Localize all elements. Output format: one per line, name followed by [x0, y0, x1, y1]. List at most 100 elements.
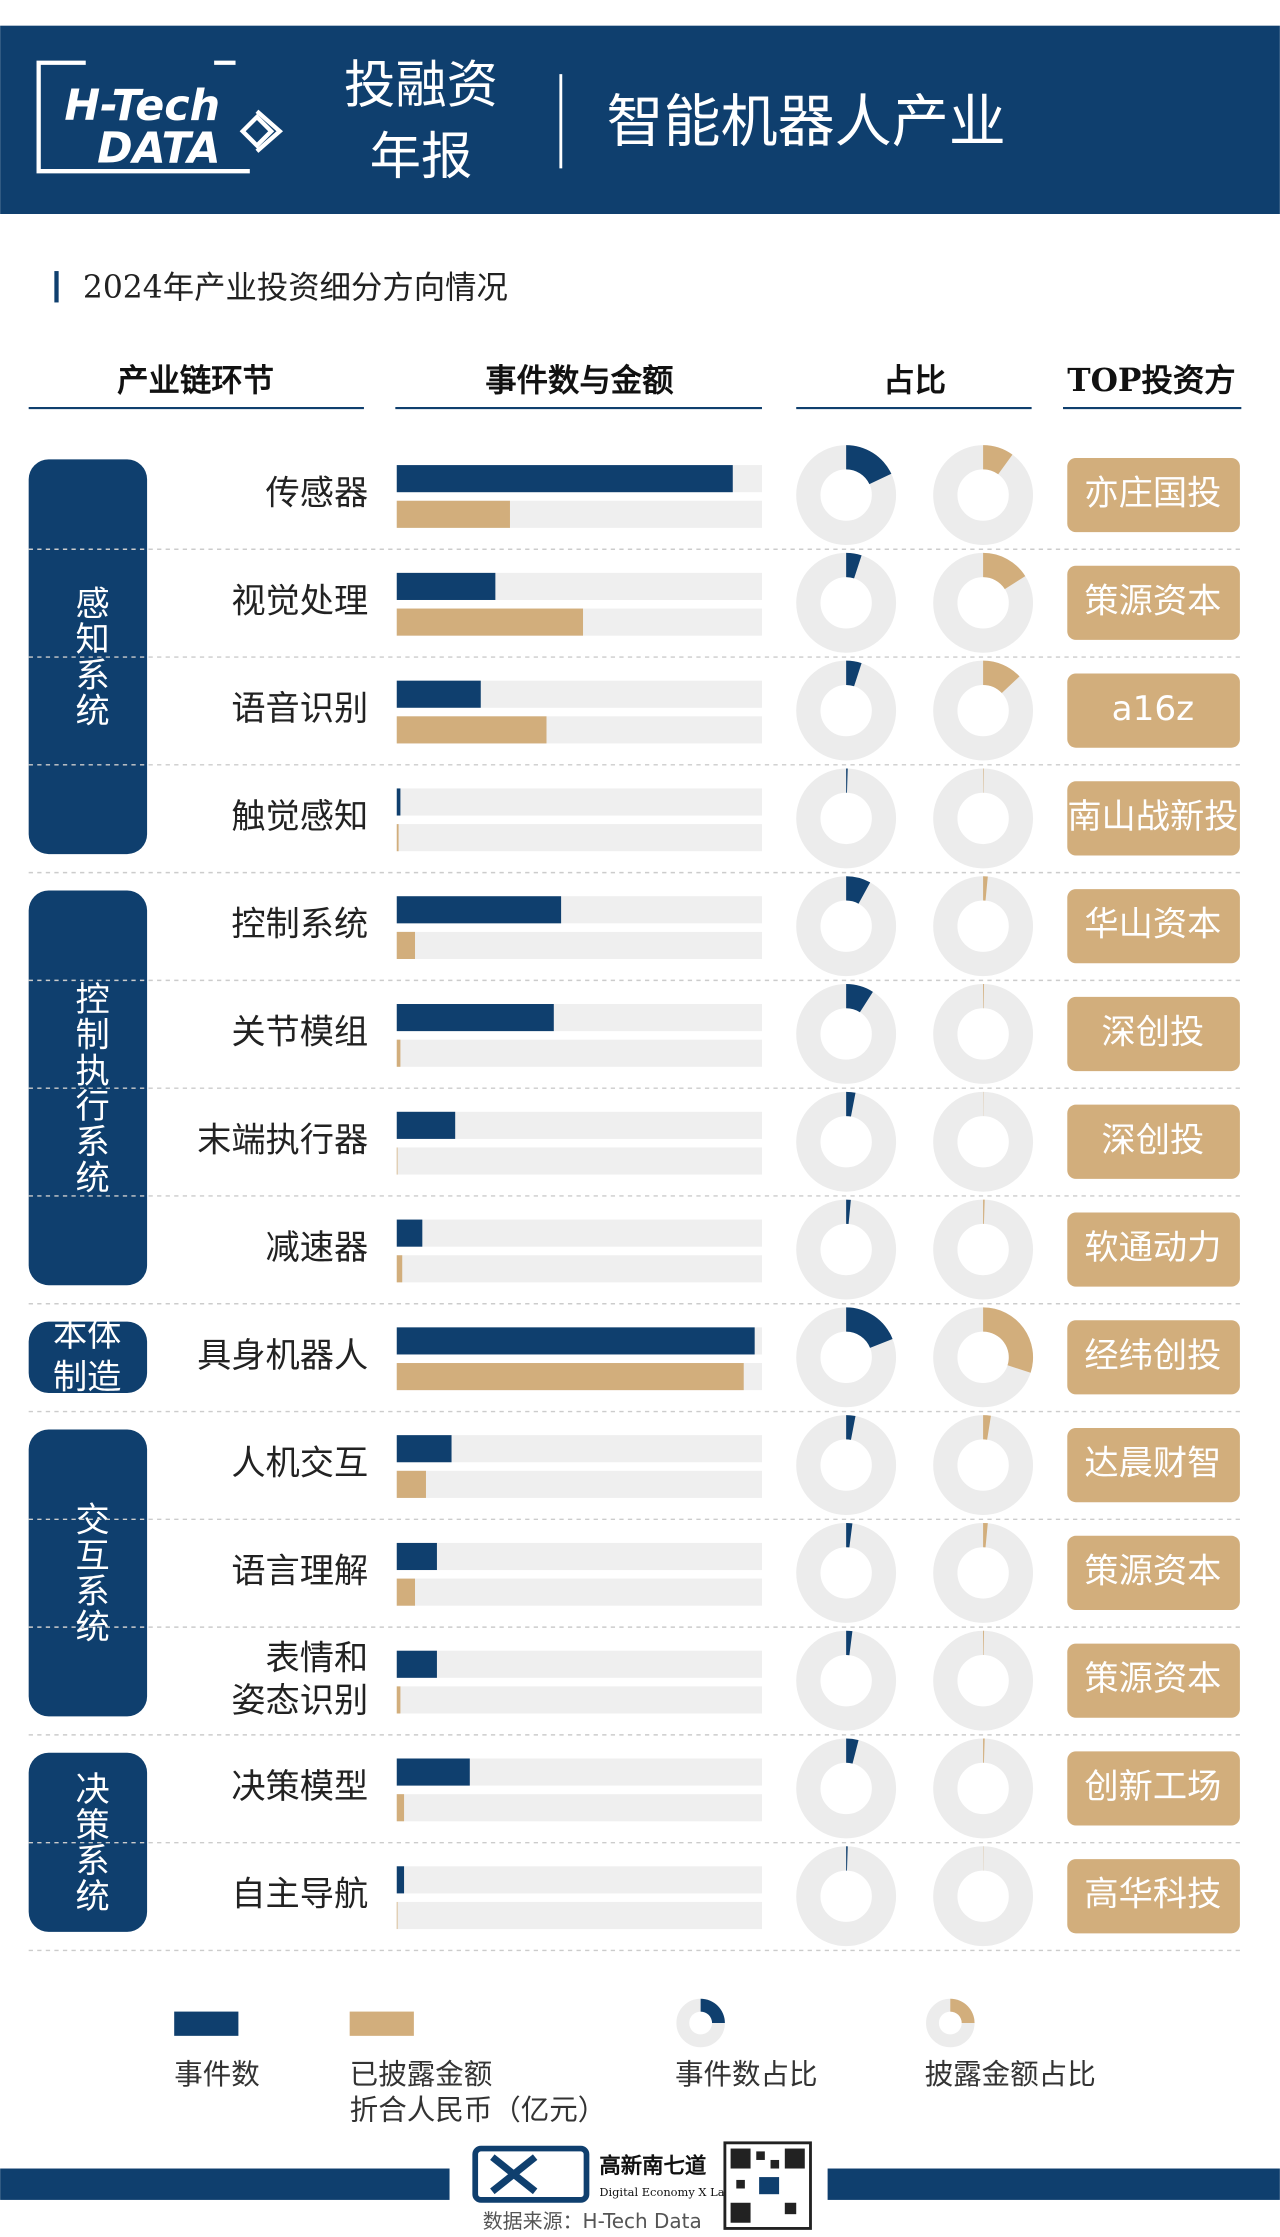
bar-track [396, 1686, 762, 1714]
investor-badge [1067, 673, 1240, 748]
legend-label: 事件数占比 [675, 2058, 818, 2091]
bar [396, 716, 547, 744]
donut-segment [983, 1307, 1034, 1373]
investor-name: 策源资本 [1084, 581, 1221, 621]
bar [396, 1866, 405, 1894]
bar [396, 1650, 437, 1678]
data-source: 数据来源：H-Tech Data [483, 2209, 702, 2233]
investor-name: 南山战新投 [1067, 797, 1238, 837]
bar-track [396, 1147, 762, 1175]
group-box [28, 1752, 148, 1932]
bar [396, 1147, 398, 1175]
bar [396, 1578, 416, 1606]
row-label: 视觉处理 [231, 581, 368, 621]
donut-segment [846, 1199, 851, 1224]
investor-badge [1067, 889, 1240, 964]
row-label: 人机交互 [231, 1444, 368, 1484]
bar [396, 1004, 554, 1032]
donut-segment [846, 768, 848, 793]
column-header: TOP投资方 [1067, 362, 1235, 399]
donut-segment [846, 1091, 856, 1117]
footer-brand: 高新南七道 [599, 2153, 706, 2179]
header-title: 投融资 [344, 55, 498, 115]
header-title: 年报 [370, 127, 473, 187]
donut-segment [983, 552, 1026, 590]
investor-name: 达晨财智 [1084, 1444, 1221, 1484]
row-label: 表情和姿态识别 [231, 1638, 368, 1721]
donut-segment [983, 1199, 985, 1224]
bar [396, 1470, 426, 1498]
legend-label: 事件数 [174, 2058, 260, 2091]
donut-segment [983, 660, 1020, 694]
donut-segment [983, 1415, 991, 1440]
bar-track [396, 1219, 762, 1247]
group-box [28, 1429, 148, 1717]
donut-segment [846, 1846, 848, 1871]
row-label: 决策模型 [231, 1767, 368, 1807]
bar-track [396, 1255, 762, 1283]
investor-badge [1067, 781, 1240, 856]
bar [396, 1219, 423, 1247]
chart-title: 2024年产业投资细分方向情况 [83, 270, 508, 306]
bar-track [396, 1866, 762, 1894]
bar-track [396, 1111, 762, 1139]
group-box [28, 890, 148, 1286]
investor-name: a16z [1112, 689, 1194, 729]
bar [396, 788, 401, 816]
group-label: 交互系统 [69, 1502, 109, 1645]
bar [396, 1039, 401, 1067]
bar [396, 1327, 755, 1355]
donut-segment [846, 984, 873, 1013]
investor-name: 经纬创投 [1084, 1336, 1221, 1376]
investor-badge [1067, 996, 1240, 1072]
qr-code [723, 2141, 812, 2230]
group-label: 本体制造 [53, 1314, 121, 1397]
donut-segment [846, 1738, 859, 1764]
investor-badge [1067, 565, 1240, 640]
logo-text: H-Tech [64, 81, 220, 131]
footer-logo-mark [490, 2154, 538, 2195]
investor-badge [1067, 1428, 1240, 1503]
bar [396, 1794, 405, 1822]
header-subject: 智能机器人产业 [606, 89, 1005, 155]
legend-label: 已披露金额 [350, 2058, 493, 2091]
legend-label: 披露金额占比 [925, 2058, 1096, 2091]
donut-segment [983, 876, 988, 901]
bar [396, 465, 733, 493]
bar [396, 1363, 744, 1391]
row-label: 语音识别 [231, 689, 368, 729]
legend-swatch [174, 2011, 239, 2036]
bar [396, 680, 481, 708]
investor-name: 策源资本 [1084, 1551, 1221, 1591]
bar [396, 608, 584, 636]
donut-segment [846, 445, 892, 485]
logo-arrow [239, 109, 284, 153]
bar-track [396, 1542, 762, 1571]
bar [396, 896, 562, 924]
bar-track [396, 788, 762, 816]
investor-name: 华山资本 [1084, 905, 1221, 945]
donut-segment [846, 1415, 856, 1440]
bar-track [396, 1039, 762, 1067]
bar [396, 1435, 452, 1463]
investor-badge [1067, 1751, 1240, 1826]
donut-segment [983, 768, 984, 793]
donut-segment [983, 1738, 985, 1763]
investor-name: 创新工场 [1084, 1767, 1221, 1807]
bar-track [396, 824, 762, 852]
legend-donut-segment [950, 1998, 975, 2024]
donut-segment [983, 984, 985, 1009]
bar [396, 1542, 437, 1571]
footer-brand-en: Digital Economy X Lab. [599, 2185, 735, 2199]
bar-track [396, 1435, 762, 1463]
investor-badge [1067, 1104, 1240, 1179]
bar [396, 1901, 398, 1930]
column-header: 产业链环节 [117, 363, 274, 399]
legend-label: 折合人民币（亿元） [350, 2093, 607, 2126]
donut-segment [846, 1630, 853, 1656]
legend-swatch [349, 2011, 414, 2036]
bar [396, 1758, 470, 1786]
bar-track [396, 1901, 762, 1930]
investor-badge [1067, 1643, 1240, 1718]
